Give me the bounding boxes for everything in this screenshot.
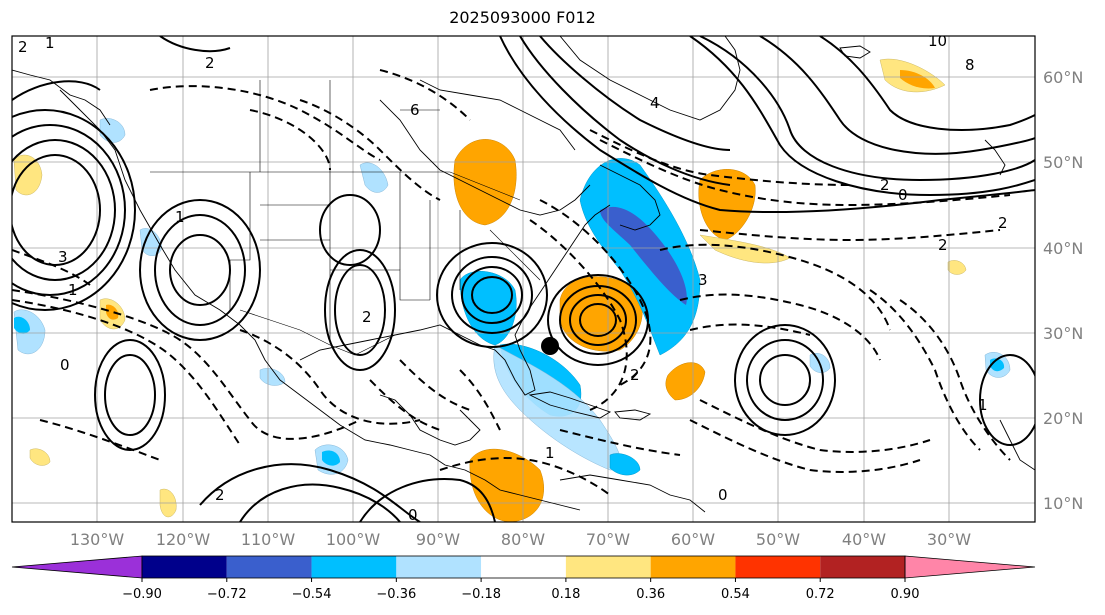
contour-label: 2 [18, 38, 28, 56]
graticule [12, 36, 1035, 522]
map-title: 2025093000 F012 [449, 8, 596, 27]
contour-label: 1 [545, 444, 555, 462]
colorbar-tick-label: −0.36 [376, 587, 416, 602]
contour-label: 2 [215, 486, 225, 504]
lat-label: 10°N [1043, 494, 1083, 513]
colorbar-tick-label: −0.90 [122, 587, 162, 602]
map-border [11, 35, 1036, 523]
contour-label: 1 [978, 396, 988, 414]
colorbar-swatch [481, 556, 566, 578]
contour-label: 1 [175, 208, 185, 226]
colorbar-tick-label: 0.90 [891, 587, 920, 602]
colorbar-tick-label: 0.18 [551, 587, 580, 602]
colorbar-tick-label: −0.54 [292, 587, 332, 602]
colorbar-swatch [142, 556, 227, 578]
latitude-axis: 60°N 50°N 40°N 30°N 20°N 10°N [1043, 68, 1083, 513]
colorbar-swatch [650, 556, 736, 578]
contour-label: 0 [408, 506, 418, 524]
lon-label: 120°W [156, 530, 211, 549]
colorbar-swatch [396, 556, 482, 578]
contour-label: 3 [58, 248, 68, 266]
contour-label: 4 [650, 94, 660, 112]
colorbar-tick-label: −0.72 [207, 587, 247, 602]
lon-label: 30°W [927, 530, 971, 549]
contour-label: 1 [68, 281, 78, 299]
contour-labels: 2 1 2 10 8 6 4 2 0 2 3 2 1 0 1 2 3 2 1 2… [18, 32, 1008, 524]
colorbar-tick-label: 0.54 [721, 587, 750, 602]
lat-label: 50°N [1043, 153, 1083, 172]
colorbar-swatch [226, 556, 312, 578]
lon-label: 80°W [501, 530, 545, 549]
colorbar-swatch [820, 556, 905, 578]
contour-label: 2 [630, 366, 640, 384]
colorbar-outline [141, 555, 906, 579]
colorbar-extend-max [904, 555, 1036, 579]
colorbar-swatch [565, 556, 651, 578]
contour-label: 0 [718, 486, 728, 504]
lat-label: 30°N [1043, 324, 1083, 343]
contour-label: 6 [410, 101, 420, 119]
colorbar-swatch [311, 556, 397, 578]
contour-label: 10 [928, 32, 947, 50]
lon-label: 100°W [326, 530, 381, 549]
colorbar-tick-label: 0.72 [806, 587, 835, 602]
colorbar-tick-label: 0.36 [636, 587, 665, 602]
lon-label: 70°W [586, 530, 630, 549]
contour-label: 2 [938, 236, 948, 254]
contour-label: 2 [205, 54, 215, 72]
lon-label: 60°W [671, 530, 715, 549]
lon-label: 90°W [416, 530, 460, 549]
contour-label: 2 [880, 176, 890, 194]
colorbar-tick-label: −0.18 [461, 587, 501, 602]
contour-label: 2 [998, 214, 1008, 232]
map-area [12, 36, 1035, 522]
contour-label: 0 [898, 186, 908, 204]
lon-label: 50°W [756, 530, 800, 549]
lon-label: 40°W [842, 530, 886, 549]
colorbar-ticks: −0.90 −0.72 −0.54 −0.36 −0.18 0.18 0.36 0.54 0.7… [122, 578, 919, 602]
dashed-contours [12, 69, 1011, 496]
contour-label: 2 [362, 308, 372, 326]
lon-label: 130°W [70, 530, 125, 549]
contour-label: 8 [965, 56, 975, 74]
contour-label: 3 [698, 271, 708, 289]
lat-label: 60°N [1043, 68, 1083, 87]
contour-label: 1 [45, 34, 55, 52]
lat-label: 40°N [1043, 239, 1083, 258]
storm-center-marker [541, 337, 559, 355]
colorbar-swatch [735, 556, 821, 578]
contour-label: 0 [60, 356, 70, 374]
lon-label: 110°W [241, 530, 296, 549]
solid-contours [12, 36, 1035, 522]
longitude-axis: 130°W 120°W 110°W 100°W 90°W 80°W 70°W 6… [70, 530, 971, 549]
colorbar-extend-min [11, 555, 143, 579]
shading-layer [13, 58, 1011, 522]
lat-label: 20°N [1043, 409, 1083, 428]
colorbar [11, 555, 1036, 579]
